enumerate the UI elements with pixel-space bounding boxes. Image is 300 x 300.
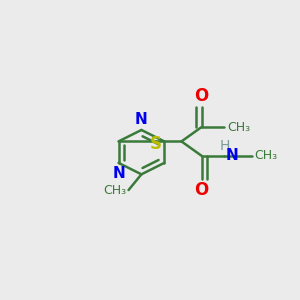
Text: O: O bbox=[194, 181, 208, 199]
Text: CH₃: CH₃ bbox=[227, 121, 250, 134]
Text: CH₃: CH₃ bbox=[254, 149, 278, 162]
Text: N: N bbox=[226, 148, 239, 163]
Text: CH₃: CH₃ bbox=[103, 184, 126, 196]
Text: S: S bbox=[150, 135, 162, 153]
Text: N: N bbox=[135, 112, 148, 127]
Text: H: H bbox=[219, 140, 230, 153]
Text: N: N bbox=[112, 166, 125, 181]
Text: O: O bbox=[194, 87, 208, 105]
